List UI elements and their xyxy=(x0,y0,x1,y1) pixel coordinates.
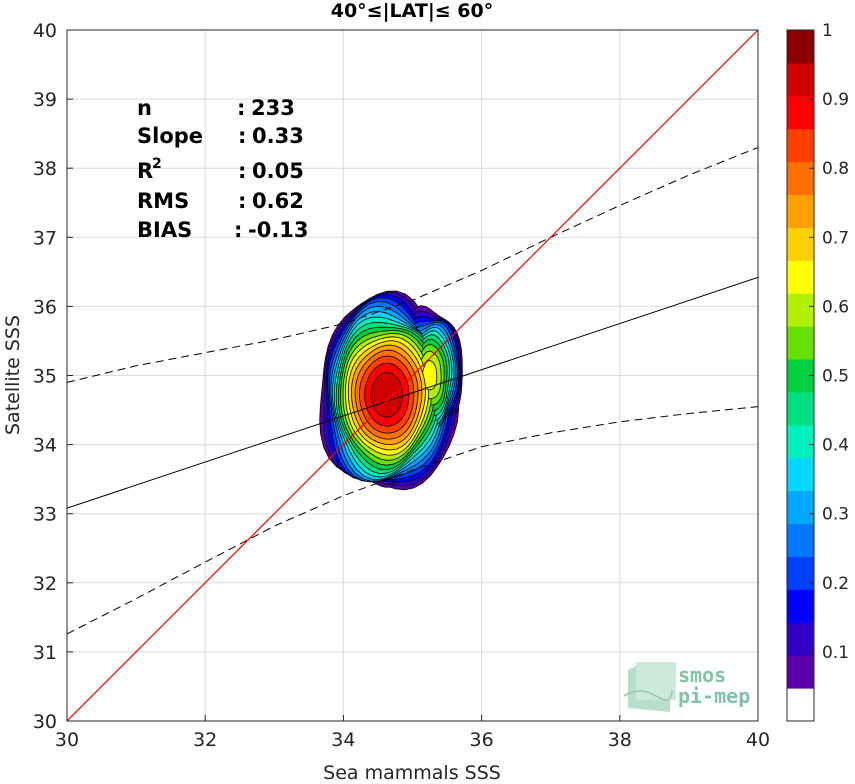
x-tick-label: 38 xyxy=(608,729,632,751)
stat-label: Slope xyxy=(137,124,203,148)
x-tick-label: 40 xyxy=(746,729,770,751)
colorbar-segment xyxy=(787,260,814,294)
stat-value: -0.13 xyxy=(248,218,309,242)
y-tick-label: 35 xyxy=(33,366,57,388)
y-axis-label: Satellite SSS xyxy=(2,315,24,435)
stat-label: R xyxy=(137,159,153,183)
colorbar-tick-label: 0.7 xyxy=(822,228,849,248)
x-axis-label: Sea mammals SSS xyxy=(323,762,501,784)
y-tick-label: 39 xyxy=(33,89,57,111)
y-tick-label: 38 xyxy=(33,158,57,180)
colorbar-segment xyxy=(787,128,814,163)
x-tick-label: 36 xyxy=(470,729,494,751)
colorbar-segment xyxy=(787,62,814,97)
colorbar-tick-label: 0.2 xyxy=(822,574,849,594)
colorbar-segment xyxy=(787,523,814,557)
regression-line xyxy=(67,276,758,509)
colorbar-segment xyxy=(787,293,814,327)
y-axis-ticks: 30 31 32 33 34 35 36 37 38 39 40 xyxy=(33,20,73,733)
colorbar-tick-label: 0.5 xyxy=(822,367,849,387)
y-tick-label: 31 xyxy=(33,642,57,664)
stat-value: 0.33 xyxy=(252,124,304,148)
x-tick-label: 32 xyxy=(193,729,217,751)
y-tick-label: 32 xyxy=(33,573,57,595)
logo-text-line1: smos xyxy=(678,663,726,687)
stat-value: 233 xyxy=(251,96,295,120)
y-tick-label: 40 xyxy=(33,20,57,42)
colorbar-tick-label: 0.4 xyxy=(822,436,849,456)
logo-text-line2: pi-mep xyxy=(678,684,750,708)
stat-separator: : xyxy=(234,218,242,242)
colorbar-tick-label: 1 xyxy=(822,21,833,41)
colorbar-segment xyxy=(787,326,814,360)
stat-separator: : xyxy=(237,96,245,120)
colorbar-tick-label: 0.6 xyxy=(822,297,849,317)
y-tick-label: 30 xyxy=(33,711,57,733)
y-tick-label: 37 xyxy=(33,227,57,249)
stat-value: 0.05 xyxy=(252,159,304,183)
chart-title: 40°≤|LAT|≤ 60° xyxy=(331,0,494,22)
stat-value: 0.62 xyxy=(252,189,304,213)
stat-label: BIAS xyxy=(137,218,192,242)
y-tick-label: 34 xyxy=(33,435,57,457)
logo-graphic-icon xyxy=(623,662,676,712)
colorbar-segment xyxy=(787,194,814,228)
lines xyxy=(67,30,758,721)
colorbar: 0.1 0.2 0.3 0.4 0.5 0.6 0.7 0.8 0.9 1 xyxy=(786,21,849,722)
smos-pimep-logo: smos pi-mep xyxy=(623,662,750,712)
colorbar-segment xyxy=(787,424,814,459)
x-tick-label: 34 xyxy=(331,729,355,751)
density-contours xyxy=(319,290,463,491)
colorbar-segment xyxy=(787,655,814,689)
colorbar-segment xyxy=(787,95,814,130)
colorbar-tick-label: 0.3 xyxy=(822,505,849,525)
colorbar-segment xyxy=(787,490,814,525)
upper-confidence-line xyxy=(67,147,758,383)
colorbar-segment xyxy=(787,556,814,590)
colorbar-tick-label: 0.8 xyxy=(822,159,849,179)
colorbar-segment xyxy=(787,688,814,722)
colorbar-tick-label: 0.1 xyxy=(822,643,849,663)
x-axis-ticks: 30 32 34 36 38 40 xyxy=(55,715,770,751)
y-tick-label: 36 xyxy=(33,296,57,318)
y-tick-label: 33 xyxy=(33,504,57,526)
colorbar-tick-label: 0.9 xyxy=(822,90,849,110)
stat-separator: : xyxy=(238,159,246,183)
stat-superscript: 2 xyxy=(152,156,162,172)
colorbar-segment xyxy=(787,161,814,196)
identity-line xyxy=(67,30,758,721)
lower-confidence-line xyxy=(67,406,758,635)
stat-separator: : xyxy=(238,189,246,213)
stat-label: n xyxy=(137,96,152,120)
colorbar-segment xyxy=(787,391,814,426)
colorbar-segment xyxy=(787,30,814,64)
colorbar-segment xyxy=(787,227,814,261)
stat-label: RMS xyxy=(137,189,189,213)
density-contour-level xyxy=(370,372,403,418)
colorbar-segment xyxy=(787,622,814,656)
colorbar-segment xyxy=(787,457,814,492)
colorbar-segment xyxy=(787,589,814,623)
stat-separator: : xyxy=(238,124,246,148)
x-tick-label: 30 xyxy=(55,729,79,751)
